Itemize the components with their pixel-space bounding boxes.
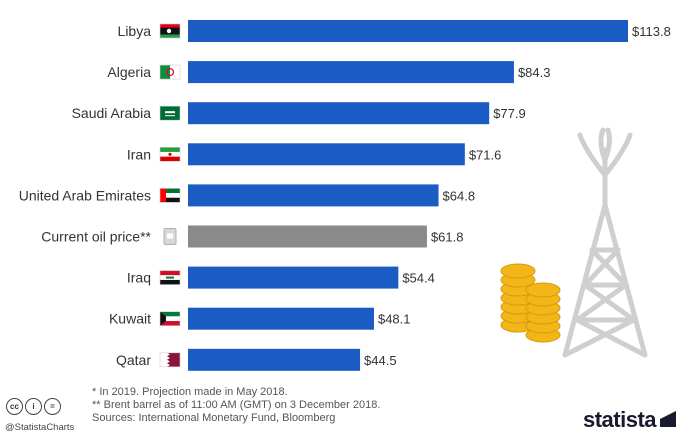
statista-logo-mark-icon <box>660 411 676 427</box>
category-label: Saudi Arabia <box>72 105 152 121</box>
bar-chart: Libya $113.8 Algeria $84.3 Saudi Arabia $77.9… <box>19 20 671 371</box>
category-label: Current oil price** <box>41 229 151 245</box>
bar <box>188 225 427 248</box>
value-label: $64.8 <box>443 188 476 203</box>
bar <box>188 61 514 84</box>
attribution-icon: i <box>25 398 42 415</box>
value-label: $44.5 <box>364 353 397 368</box>
value-label: $61.8 <box>431 230 464 245</box>
coin <box>525 282 561 298</box>
flag-icon <box>159 352 181 368</box>
flag-icon <box>159 105 181 121</box>
footnote-2: ** Brent barrel as of 11:00 AM (GMT) on … <box>92 399 381 411</box>
bar <box>188 143 465 166</box>
statista-logo: statista <box>583 407 657 432</box>
coin-stacks-illustration <box>500 263 561 343</box>
value-label: $113.8 <box>632 24 671 39</box>
bar <box>188 102 490 125</box>
value-label: $54.4 <box>402 271 435 286</box>
oil-derrick-illustration <box>562 127 648 358</box>
category-label: Libya <box>118 23 152 39</box>
category-label: Algeria <box>107 64 151 80</box>
category-label: Kuwait <box>109 311 151 327</box>
category-label: Iraq <box>127 270 151 286</box>
value-label: $77.9 <box>493 106 526 121</box>
oil-barrel-icon <box>163 228 177 245</box>
coin <box>500 263 536 279</box>
flag-icon <box>159 64 181 80</box>
flag-icon <box>159 23 181 39</box>
license-icons: cc i = <box>6 398 61 415</box>
value-label: $48.1 <box>378 312 411 327</box>
bar <box>188 307 374 330</box>
bar <box>188 348 361 371</box>
flag-icon <box>159 147 181 162</box>
category-label: Qatar <box>116 352 151 368</box>
bar <box>188 184 439 207</box>
flag-icon <box>159 270 181 285</box>
creative-commons-icon: cc <box>6 398 23 415</box>
statista-handle: @StatistaCharts <box>5 422 75 433</box>
value-label: $71.6 <box>469 147 502 162</box>
category-label: United Arab Emirates <box>19 187 151 203</box>
footnote-1: * In 2019. Projection made in May 2018. <box>92 386 288 398</box>
sources-note: Sources: International Monetary Fund, Bl… <box>92 412 336 424</box>
value-label: $84.3 <box>518 65 551 80</box>
category-label: Iran <box>127 146 151 162</box>
flag-icon <box>159 188 181 203</box>
bar <box>188 20 628 42</box>
no-derivatives-icon: = <box>44 398 61 415</box>
footnotes: * In 2019. Projection made in May 2018. … <box>92 386 380 425</box>
bar <box>188 266 399 289</box>
flag-icon <box>159 311 181 327</box>
